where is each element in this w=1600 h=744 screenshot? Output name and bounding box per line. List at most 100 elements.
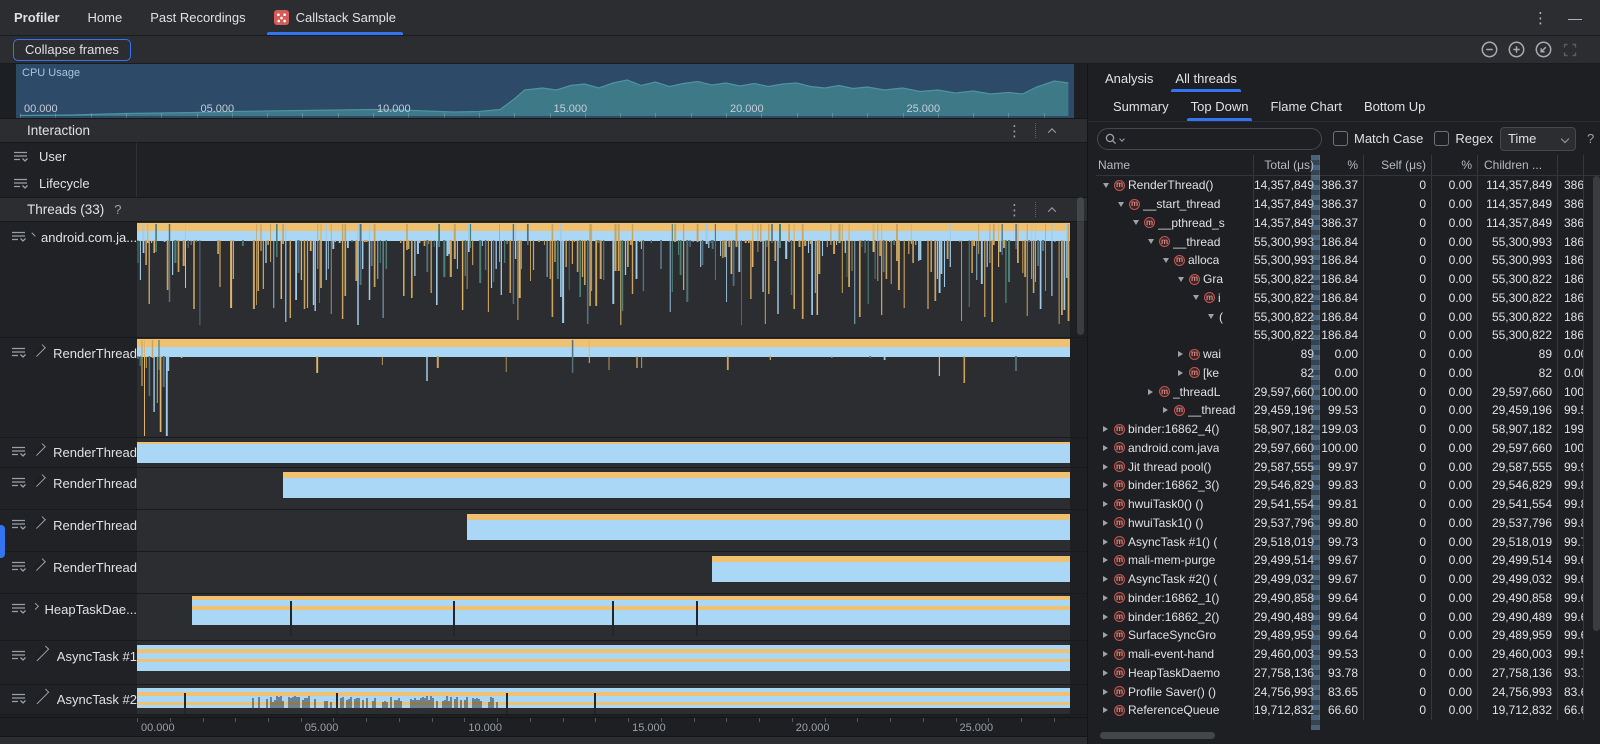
table-row[interactable]: m binder:16862_1() 29,490,858 99.64 0 0.…: [1096, 588, 1600, 608]
table-row[interactable]: m SurfaceSyncGro 29,489,959 99.64 0 0.00…: [1096, 626, 1600, 645]
expand-arrow-icon[interactable]: [1100, 182, 1111, 188]
tab-analysis[interactable]: Analysis: [1094, 64, 1164, 92]
expand-chevron-icon[interactable]: [33, 442, 47, 456]
cell-name[interactable]: m Jit thread pool(): [1096, 457, 1254, 476]
table-row[interactable]: m HeapTaskDaemo 27,758,136 93.78 0 0.00 …: [1096, 663, 1600, 683]
table-row[interactable]: m Profile Saver() () 24,756,993 83.65 0 …: [1096, 682, 1600, 701]
expand-arrow-icon[interactable]: [1175, 369, 1186, 376]
cell-name[interactable]: m binder:16862_2(): [1096, 607, 1254, 626]
cell-name[interactable]: (: [1096, 307, 1254, 326]
tab-flame-chart[interactable]: Flame Chart: [1259, 92, 1353, 121]
collapse-section-icon[interactable]: [1047, 206, 1057, 216]
table-row[interactable]: m AsyncTask #1() ( 29,518,019 99.73 0 0.…: [1096, 532, 1600, 551]
expand-arrow-icon[interactable]: [1100, 426, 1111, 433]
cell-name[interactable]: m android.com.java: [1096, 438, 1254, 458]
expand-arrow-icon[interactable]: [1160, 257, 1171, 263]
interaction-row-lifecycle[interactable]: Lifecycle: [0, 170, 1087, 197]
thread-track[interactable]: [137, 338, 1070, 437]
expand-chevron-icon[interactable]: [31, 603, 39, 610]
cell-name[interactable]: m __start_thread: [1096, 194, 1254, 214]
cell-name[interactable]: m binder:16862_3(): [1096, 476, 1254, 495]
search-box[interactable]: [1097, 127, 1322, 150]
column-children[interactable]: Children ...: [1478, 155, 1558, 175]
table-row[interactable]: m alloca 55,300,993 186.84 0 0.00 55,300…: [1096, 251, 1600, 270]
cell-name[interactable]: m i: [1096, 288, 1254, 308]
cell-name[interactable]: m mali-mem-purge: [1096, 551, 1254, 570]
thread-label[interactable]: RenderThread: [0, 510, 137, 551]
table-row[interactable]: 55,300,822 186.84 0 0.00 55,300,822 186: [1096, 326, 1600, 345]
cell-name[interactable]: [1096, 326, 1254, 345]
table-row[interactable]: m __thread 55,300,993 186.84 0 0.00 55,3…: [1096, 232, 1600, 251]
expand-arrow-icon[interactable]: [1100, 444, 1111, 451]
table-row[interactable]: m __start_thread 114,357,849 386.37 0 0.…: [1096, 194, 1600, 214]
table-row[interactable]: m i 55,300,822 186.84 0 0.00 55,300,822 …: [1096, 288, 1600, 308]
expand-arrow-icon[interactable]: [1100, 482, 1111, 489]
tab-home[interactable]: Home: [74, 0, 137, 35]
tab-callstack-sample[interactable]: Callstack Sample: [260, 0, 410, 35]
cell-name[interactable]: m __thread: [1096, 232, 1254, 251]
kebab-menu-icon[interactable]: ⋮: [1007, 122, 1022, 140]
table-row[interactable]: m __pthread_s 114,357,849 386.37 0 0.00 …: [1096, 213, 1600, 233]
column-children-pct[interactable]: [1558, 155, 1584, 175]
expand-chevron-icon[interactable]: [31, 232, 36, 237]
zoom-to-selection-icon[interactable]: [1561, 41, 1579, 59]
expand-arrow-icon[interactable]: [1100, 669, 1111, 676]
cell-name[interactable]: m AsyncTask #1() (: [1096, 532, 1254, 551]
expand-arrow-icon[interactable]: [1130, 220, 1141, 226]
thread-row[interactable]: HeapTaskDae...: [0, 594, 1087, 641]
table-row[interactable]: ( 55,300,822 186.84 0 0.00 55,300,822 18…: [1096, 307, 1600, 326]
expand-arrow-icon[interactable]: [1205, 314, 1216, 320]
collapse-frames-button[interactable]: Collapse frames: [13, 38, 131, 61]
thread-label[interactable]: HeapTaskDae...: [0, 594, 137, 640]
expand-arrow-icon[interactable]: [1100, 613, 1111, 620]
table-row[interactable]: m ReferenceQueue 19,712,832 66.60 0 0.00…: [1096, 701, 1600, 720]
table-row[interactable]: m _threadL 29,597,660 100.00 0 0.00 29,5…: [1096, 382, 1600, 401]
expand-arrow-icon[interactable]: [1100, 707, 1111, 714]
thread-row[interactable]: RenderThread: [0, 338, 1087, 438]
table-row[interactable]: m RenderThread() 114,357,849 386.37 0 0.…: [1096, 176, 1600, 195]
reset-zoom-icon[interactable]: [1534, 41, 1552, 59]
table-row[interactable]: m wai 89 0.00 0 0.00 89 0.00: [1096, 344, 1600, 364]
thread-row[interactable]: RenderThread: [0, 468, 1087, 510]
table-row[interactable]: m mali-mem-purge 29,499,514 99.67 0 0.00…: [1096, 551, 1600, 570]
tab-bottom-up[interactable]: Bottom Up: [1353, 92, 1436, 121]
expand-arrow-icon[interactable]: [1175, 276, 1186, 282]
kebab-menu-icon[interactable]: ⋮: [1007, 201, 1022, 219]
cell-name[interactable]: m HeapTaskDaemo: [1096, 663, 1254, 683]
interaction-section-header[interactable]: Interaction ⋮: [0, 118, 1087, 143]
thread-row[interactable]: AsyncTask #1: [0, 641, 1087, 685]
match-case-option[interactable]: Match Case: [1333, 131, 1423, 146]
expand-arrow-icon[interactable]: [1100, 557, 1111, 564]
expand-arrow-icon[interactable]: [1145, 388, 1156, 395]
expand-arrow-icon[interactable]: [1115, 201, 1126, 207]
thread-track[interactable]: [137, 222, 1070, 337]
cell-name[interactable]: m wai: [1096, 344, 1254, 364]
cell-name[interactable]: m SurfaceSyncGro: [1096, 626, 1254, 645]
thread-row[interactable]: AsyncTask #2: [0, 685, 1087, 715]
table-row[interactable]: m Jit thread pool() 29,587,555 99.97 0 0…: [1096, 457, 1600, 476]
table-row[interactable]: m mali-event-hand 29,460,003 99.53 0 0.0…: [1096, 644, 1600, 664]
expand-arrow-icon[interactable]: [1100, 538, 1111, 545]
kebab-menu-icon[interactable]: ⋮: [1533, 9, 1548, 27]
tab-summary[interactable]: Summary: [1102, 92, 1180, 121]
table-row[interactable]: m hwuiTask1() () 29,537,796 99.80 0 0.00…: [1096, 513, 1600, 533]
expand-arrow-icon[interactable]: [1100, 688, 1111, 695]
thread-label[interactable]: RenderThread: [0, 468, 137, 509]
thread-label[interactable]: AsyncTask #1: [0, 641, 137, 684]
expand-arrow-icon[interactable]: [1100, 501, 1111, 508]
table-row[interactable]: m hwuiTask0() () 29,541,554 99.81 0 0.00…: [1096, 494, 1600, 514]
tab-profiler[interactable]: Profiler: [0, 0, 74, 35]
thread-track[interactable]: [137, 685, 1070, 714]
table-row[interactable]: m Gra 55,300,822 186.84 0 0.00 55,300,82…: [1096, 269, 1600, 289]
thread-row[interactable]: RenderThread: [0, 510, 1087, 552]
expand-arrow-icon[interactable]: [1145, 239, 1156, 245]
cell-name[interactable]: m RenderThread(): [1096, 176, 1254, 195]
cell-name[interactable]: m binder:16862_4(): [1096, 419, 1254, 439]
expand-chevron-icon[interactable]: [33, 645, 50, 662]
cell-name[interactable]: m binder:16862_1(): [1096, 588, 1254, 608]
thread-track[interactable]: [137, 438, 1070, 467]
expand-arrow-icon[interactable]: [1160, 407, 1171, 414]
cell-name[interactable]: m hwuiTask0() (): [1096, 494, 1254, 514]
match-case-checkbox[interactable]: [1333, 131, 1348, 146]
tab-all-threads[interactable]: All threads: [1164, 64, 1247, 92]
